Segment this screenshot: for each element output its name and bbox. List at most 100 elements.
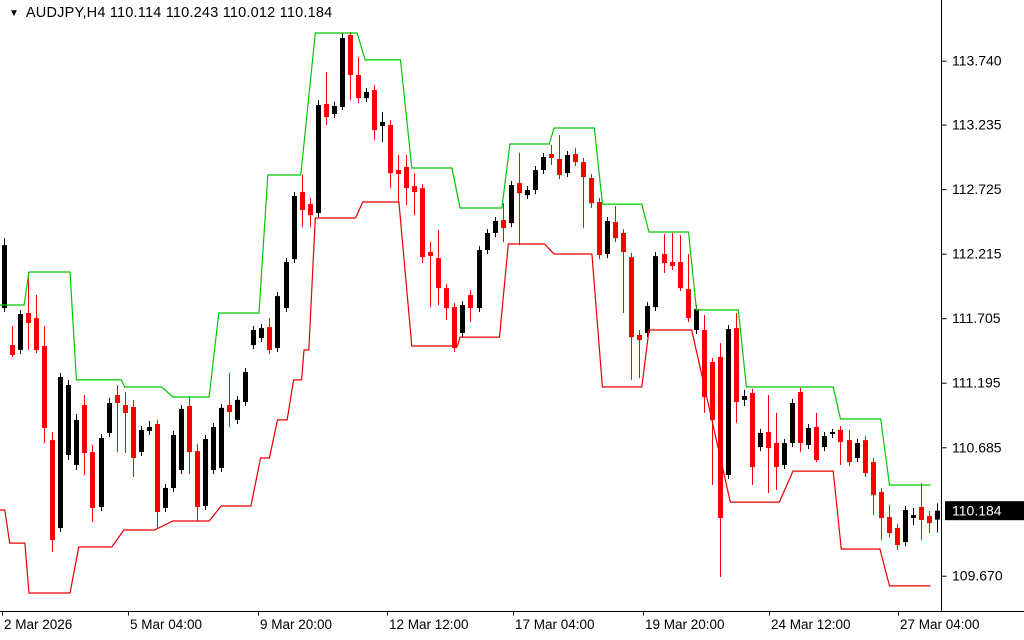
bear-candle-body	[589, 178, 594, 204]
bull-candle-body	[806, 428, 811, 445]
bear-candle-body	[131, 407, 136, 458]
symbol-marker-icon: ▼	[9, 7, 19, 19]
bull-candle-body	[493, 221, 498, 233]
bull-candle-body	[726, 329, 731, 475]
bear-candle-body	[356, 75, 361, 98]
bear-candle-body	[10, 345, 15, 355]
candles-layer	[2, 32, 940, 577]
bear-candle-body	[838, 429, 843, 442]
price-axis-label: 109.670	[952, 568, 1003, 584]
bull-candle-body	[107, 403, 112, 433]
price-axis-label: 112.215	[952, 246, 1002, 262]
bull-candle-body	[179, 408, 184, 470]
bull-candle-body	[251, 330, 256, 346]
bull-candle-body	[211, 427, 216, 470]
time-axis-label: 17 Mar 04:00	[515, 617, 595, 632]
bear-candle-body	[662, 254, 667, 263]
bull-candle-body	[509, 185, 514, 224]
bear-candle-body	[702, 330, 707, 398]
bear-candle-body	[26, 313, 31, 323]
time-axis-label: 2 Mar 2026	[4, 617, 72, 632]
bull-candle-body	[332, 106, 337, 114]
bear-candle-body	[919, 507, 924, 520]
bear-candle-body	[115, 395, 120, 403]
bear-candle-body	[670, 262, 675, 266]
bull-candle-body	[74, 419, 79, 465]
bull-candle-body	[66, 385, 71, 455]
bear-candle-body	[621, 233, 626, 252]
bear-candle-body	[750, 393, 755, 467]
bear-candle-body	[895, 528, 900, 546]
bear-candle-body	[187, 406, 192, 453]
bear-candle-body	[404, 167, 409, 189]
current-price-label: 110.184	[952, 503, 1002, 519]
bear-candle-body	[517, 183, 522, 194]
bull-candle-body	[99, 438, 104, 507]
upper-channel-line	[0, 32, 931, 486]
bear-candle-body	[195, 451, 200, 507]
bull-candle-body	[790, 403, 795, 443]
bull-candle-body	[653, 256, 658, 308]
bull-candle-body	[340, 38, 345, 107]
bear-candle-body	[557, 159, 562, 175]
time-axis-label: 19 Mar 20:00	[645, 617, 725, 632]
bull-candle-body	[219, 407, 224, 468]
bull-candle-body	[316, 105, 321, 214]
bear-candle-body	[863, 440, 868, 474]
bear-candle-body	[324, 104, 329, 117]
bear-candle-body	[629, 257, 634, 338]
bear-candle-body	[308, 204, 313, 216]
bull-candle-body	[235, 399, 240, 420]
bear-candle-body	[155, 424, 160, 513]
bear-candle-body	[710, 362, 715, 420]
bear-candle-body	[871, 462, 876, 496]
bull-candle-body	[855, 443, 860, 459]
bear-candle-body	[879, 492, 884, 518]
bull-candle-body	[460, 305, 465, 333]
bear-candle-body	[267, 327, 272, 350]
bull-candle-body	[259, 328, 264, 339]
bear-candle-body	[814, 427, 819, 460]
bear-candle-body	[468, 295, 473, 308]
time-axis-label: 24 Mar 12:00	[771, 617, 851, 632]
bear-candle-body	[686, 289, 691, 319]
bear-candle-body	[766, 432, 771, 449]
bear-candle-body	[718, 357, 723, 518]
bull-candle-body	[203, 439, 208, 506]
bear-candle-body	[436, 258, 441, 289]
bull-candle-body	[822, 436, 827, 447]
bull-candle-body	[380, 121, 385, 126]
bull-candle-body	[58, 377, 63, 528]
bear-candle-body	[452, 307, 457, 349]
bull-candle-body	[911, 515, 916, 518]
bear-candle-body	[42, 346, 47, 428]
bull-candle-body	[171, 435, 176, 488]
bear-candle-body	[774, 443, 779, 467]
bull-candle-body	[935, 510, 940, 520]
bear-candle-body	[227, 405, 232, 412]
current-price-box	[945, 501, 1024, 521]
bull-candle-body	[742, 396, 747, 400]
bear-candle-body	[927, 516, 932, 524]
bear-candle-body	[734, 328, 739, 402]
time-axis-label: 12 Mar 12:00	[389, 617, 469, 632]
bull-candle-body	[485, 233, 490, 250]
bear-candle-body	[887, 517, 892, 533]
bear-candle-body	[597, 202, 602, 255]
bear-candle-body	[50, 440, 55, 541]
bear-candle-body	[428, 252, 433, 256]
bear-candle-body	[412, 186, 417, 192]
bull-candle-body	[18, 314, 23, 350]
chart-title-bar: ▼ AUDJPY,H4 110.114 110.243 110.012 110.…	[9, 5, 332, 22]
bull-candle-body	[139, 429, 144, 452]
bull-candle-body	[243, 372, 248, 402]
bull-candle-body	[782, 443, 787, 465]
bull-candle-body	[364, 92, 369, 99]
price-axis-label: 110.685	[952, 439, 1002, 455]
price-axis-label: 113.740	[952, 53, 1002, 69]
bear-candle-body	[396, 170, 401, 174]
bear-candle-body	[420, 188, 425, 258]
bear-candle-body	[388, 125, 393, 174]
